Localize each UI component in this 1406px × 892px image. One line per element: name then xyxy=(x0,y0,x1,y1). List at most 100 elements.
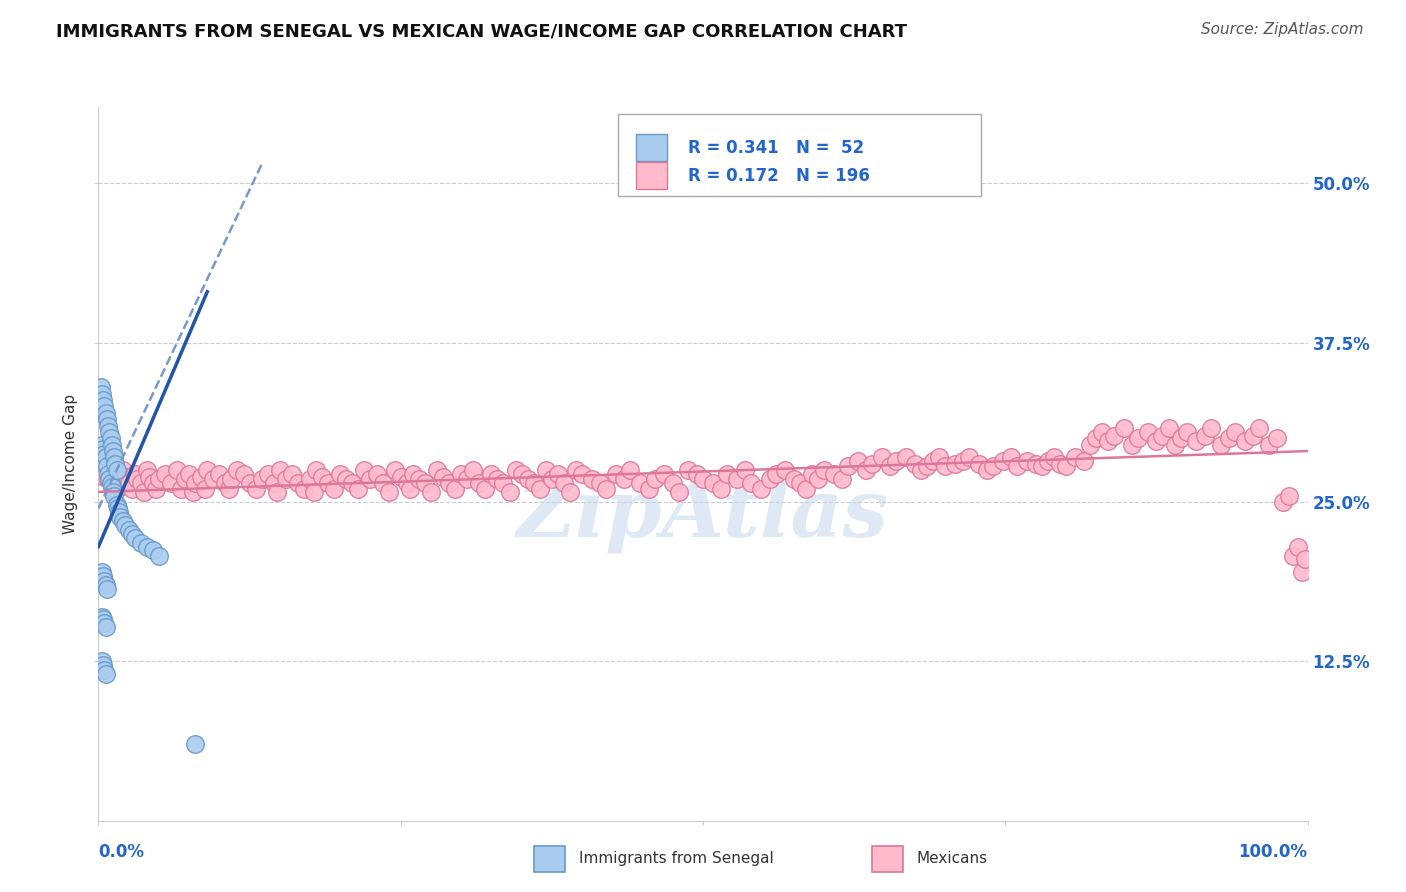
Point xyxy=(91,612,114,626)
Point xyxy=(1007,459,1029,474)
Point xyxy=(740,475,762,490)
Text: Source: ZipAtlas.com: Source: ZipAtlas.com xyxy=(1201,22,1364,37)
Text: IMMIGRANTS FROM SENEGAL VS MEXICAN WAGE/INCOME GAP CORRELATION CHART: IMMIGRANTS FROM SENEGAL VS MEXICAN WAGE/… xyxy=(56,22,907,40)
Point xyxy=(105,472,128,486)
Point xyxy=(1286,540,1309,554)
Point xyxy=(377,484,399,499)
Point xyxy=(831,472,853,486)
Point xyxy=(652,467,675,481)
Point xyxy=(789,475,811,490)
Point xyxy=(749,483,772,497)
Point xyxy=(202,472,225,486)
Point xyxy=(399,483,422,497)
Point xyxy=(384,463,406,477)
Point xyxy=(111,463,134,477)
Point xyxy=(1054,459,1077,474)
Point xyxy=(558,484,581,499)
Point xyxy=(91,565,114,579)
Point xyxy=(292,483,315,497)
Point xyxy=(93,574,115,588)
Point xyxy=(226,463,249,477)
Point xyxy=(1199,421,1222,435)
Point xyxy=(266,484,288,499)
Point xyxy=(1091,425,1114,439)
Point xyxy=(991,454,1014,468)
Point xyxy=(184,475,207,490)
Point xyxy=(366,467,388,481)
Point xyxy=(124,467,146,481)
Point xyxy=(91,393,114,408)
Point xyxy=(1175,425,1198,439)
Point xyxy=(1128,431,1150,445)
Point xyxy=(263,475,285,490)
Point xyxy=(758,472,780,486)
Point xyxy=(928,450,950,465)
Point xyxy=(1031,459,1053,474)
Point xyxy=(221,472,243,486)
Point xyxy=(595,483,617,497)
Point xyxy=(765,467,787,481)
Point xyxy=(710,483,733,497)
Point xyxy=(323,483,346,497)
Point xyxy=(101,444,124,458)
Point xyxy=(142,543,165,558)
Point xyxy=(101,484,124,499)
Point xyxy=(347,483,370,497)
Point xyxy=(93,400,115,414)
Point xyxy=(118,523,141,537)
Point xyxy=(734,463,756,477)
Point xyxy=(967,457,990,471)
Point xyxy=(855,463,877,477)
Point xyxy=(100,431,122,445)
Point xyxy=(934,459,956,474)
Point xyxy=(96,582,118,596)
Point xyxy=(311,469,333,483)
Point xyxy=(353,463,375,477)
Point xyxy=(105,498,128,512)
Point xyxy=(1257,438,1279,452)
Point xyxy=(910,463,932,477)
Point xyxy=(94,450,117,465)
Point xyxy=(846,454,869,468)
Point xyxy=(129,475,152,490)
Point xyxy=(516,472,538,486)
Point xyxy=(725,472,748,486)
Point xyxy=(181,484,204,499)
Text: ZipAtlas: ZipAtlas xyxy=(517,475,889,552)
Point xyxy=(1073,454,1095,468)
Point xyxy=(976,463,998,477)
Point xyxy=(371,475,394,490)
Point xyxy=(91,386,114,401)
Point xyxy=(1064,450,1087,465)
Point xyxy=(432,469,454,483)
Point xyxy=(1282,549,1305,563)
Point xyxy=(1272,495,1295,509)
Point xyxy=(1000,450,1022,465)
Point xyxy=(108,480,131,494)
Point xyxy=(915,459,938,474)
Point xyxy=(91,609,114,624)
Point xyxy=(148,472,170,486)
Point xyxy=(208,467,231,481)
Point xyxy=(232,467,254,481)
Point xyxy=(1078,438,1101,452)
Point xyxy=(420,484,443,499)
Point xyxy=(121,483,143,497)
Point xyxy=(91,569,114,583)
Point xyxy=(1233,434,1256,448)
Point xyxy=(108,510,131,524)
Point xyxy=(395,475,418,490)
Point xyxy=(145,483,167,497)
Point xyxy=(644,472,666,486)
Point xyxy=(486,472,509,486)
Point xyxy=(692,472,714,486)
Point xyxy=(329,467,352,481)
Point xyxy=(921,454,943,468)
Point xyxy=(1112,421,1135,435)
Point xyxy=(94,406,117,420)
Point xyxy=(160,475,183,490)
Point xyxy=(1097,434,1119,448)
Point xyxy=(1036,454,1059,468)
Point xyxy=(174,472,197,486)
Point xyxy=(456,472,478,486)
